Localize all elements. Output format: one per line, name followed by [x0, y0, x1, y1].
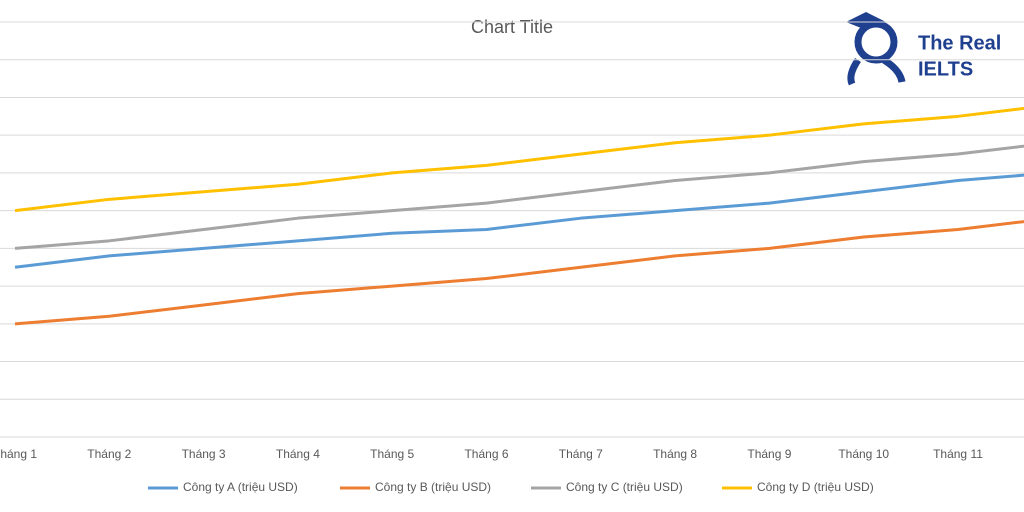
- legend-label: Công ty D (triệu USD): [757, 480, 874, 494]
- legend-label: Công ty B (triệu USD): [375, 480, 491, 494]
- x-tick-label: Tháng 3: [182, 447, 226, 461]
- logo-body: [847, 57, 906, 86]
- x-tick-label: Tháng 7: [559, 447, 603, 461]
- series-line: [14, 220, 1024, 326]
- x-tick-label: Tháng 1: [0, 447, 37, 461]
- x-tick-label: Tháng 5: [370, 447, 414, 461]
- legend-label: Công ty A (triệu USD): [183, 480, 298, 494]
- x-tick-label: Tháng 9: [747, 447, 791, 461]
- x-tick-label: Tháng 2: [87, 447, 131, 461]
- logo-text: The Real: [918, 32, 1001, 54]
- x-tick-label: Tháng 11: [933, 447, 983, 461]
- series-line: [14, 173, 1024, 269]
- chart-title: Chart Title: [471, 17, 553, 37]
- logo: The Real IELTS: [846, 12, 1001, 86]
- legend-label: Công ty C (triệu USD): [566, 480, 683, 494]
- x-tick-label: Tháng 10: [838, 447, 889, 461]
- logo-icon: [854, 20, 898, 64]
- logo-cap: [846, 12, 886, 30]
- x-tick-label: Tháng 8: [653, 447, 697, 461]
- logo-text: IELTS: [918, 58, 973, 80]
- x-tick-label: Tháng 4: [276, 447, 320, 461]
- series-line: [14, 106, 1024, 213]
- x-tick-label: Tháng 6: [464, 447, 508, 461]
- series-line: [14, 144, 1024, 250]
